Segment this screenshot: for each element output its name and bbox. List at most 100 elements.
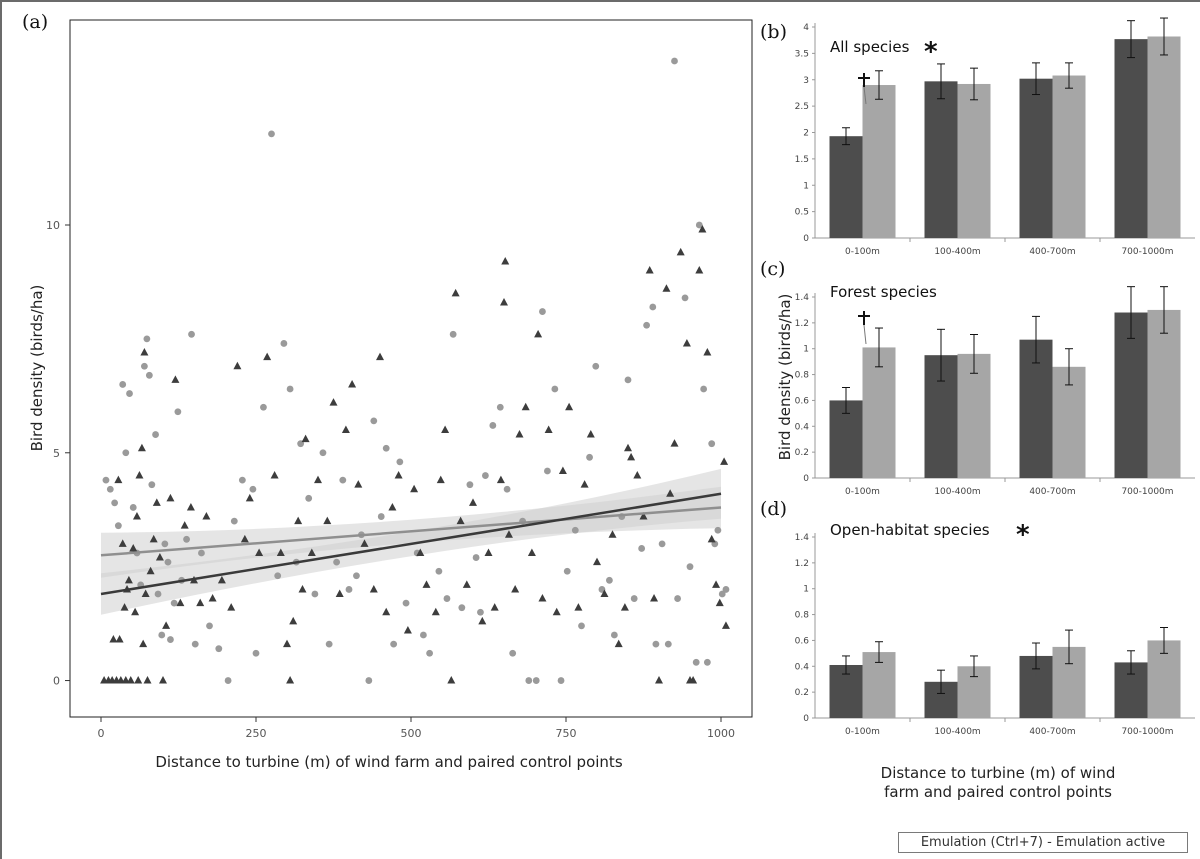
wind-farm-point — [149, 534, 158, 543]
emulation-status-bar[interactable]: Emulation (Ctrl+7) - Emulation active — [898, 832, 1188, 853]
wind-farm-point — [608, 530, 617, 538]
bar-panel-open-habitat-species: (d) Open-habitat species * 0 0.2 0.4 0.6 0.8… — [760, 498, 1195, 801]
bar-x-axis-title: Distance to turbine (m) of wind farm and… — [880, 764, 1116, 801]
bar-y-tick-label: 1 — [803, 181, 809, 191]
wind-farm-bar — [1114, 39, 1148, 238]
bar-y-tick-label: 1 — [803, 345, 809, 355]
bar-category-label: 700-1000m — [1121, 487, 1173, 497]
significance-asterisk-all-species: * — [924, 37, 938, 67]
control-point — [286, 385, 294, 393]
wind-farm-point — [314, 475, 322, 484]
control-point — [624, 376, 632, 384]
scatter-x-tick-label: 1000 — [707, 727, 735, 740]
control-point — [206, 622, 213, 630]
scatter-panel: (a) 0 250 500 750 1000 0 5 10 Distance to turb… — [22, 11, 753, 771]
bar-y-tick-label: 1.4 — [795, 293, 810, 303]
wind-farm-point — [307, 548, 316, 556]
scatter-y-axis-title: Bird density (birds/ha) — [28, 285, 46, 452]
wind-farm-point — [504, 530, 513, 538]
wind-farm-point — [140, 348, 149, 356]
wind-farm-point — [159, 676, 167, 684]
wind-farm-point — [645, 266, 654, 274]
wind-farm-point — [233, 361, 242, 370]
control-point — [191, 640, 199, 648]
wind-farm-point — [447, 676, 456, 684]
bar-y-tick-label: 0.5 — [795, 208, 809, 218]
control-point — [188, 330, 195, 338]
control-point — [671, 57, 678, 65]
bar-y-tick-label: 0.4 — [795, 422, 810, 432]
wind-farm-point — [695, 266, 704, 274]
wind-farm-bar — [924, 81, 958, 239]
wind-farm-point — [614, 639, 623, 648]
wind-farm-point — [469, 498, 477, 506]
control-point — [449, 330, 457, 338]
bar-y-tick-label: 1.2 — [795, 559, 809, 569]
bar-y-tick-label: 0.6 — [795, 396, 810, 406]
control-point — [129, 504, 137, 511]
control-point — [167, 636, 174, 643]
wind-farm-point — [565, 402, 574, 411]
wind-farm-point — [276, 548, 285, 556]
control-point — [145, 371, 153, 379]
bar-y-tick-label: 1.4 — [795, 533, 810, 543]
wind-farm-point — [115, 635, 124, 643]
control-bar — [957, 353, 991, 478]
panel-letter-c: (c) — [760, 258, 785, 280]
control-point — [238, 476, 246, 484]
control-point — [396, 458, 404, 466]
bar-y-tick-label: 0 — [803, 474, 809, 484]
control-point — [141, 362, 148, 370]
significance-asterisk-open-habitat: * — [1016, 520, 1030, 550]
wind-farm-point — [703, 348, 712, 356]
wind-farm-point — [676, 247, 685, 256]
wind-farm-point — [329, 398, 338, 406]
panel-letter-d: (d) — [760, 498, 787, 520]
bar-y-tick-label: 1 — [803, 585, 809, 595]
bar-y-tick-label: 0.2 — [795, 448, 809, 458]
control-point — [382, 444, 390, 452]
control-point — [174, 408, 182, 416]
wind-farm-point — [689, 676, 698, 684]
scatter-y-tick-label: 5 — [53, 447, 60, 460]
control-point — [311, 590, 319, 598]
wind-farm-point — [270, 471, 279, 479]
wind-farm-point — [134, 676, 143, 684]
wind-farm-point — [394, 471, 403, 479]
bar-category-label: 0-100m — [845, 487, 880, 497]
control-point — [638, 545, 646, 552]
bar-category-label: 400-700m — [1029, 727, 1075, 737]
bar-x-axis-title-wrap: Distance to turbine (m) of wind farm and… — [880, 764, 1116, 801]
control-point — [319, 449, 327, 457]
control-fit-line — [100, 506, 722, 557]
wind-farm-point — [283, 639, 291, 648]
wind-farm-point — [538, 594, 547, 602]
bar-category-label: 400-700m — [1029, 487, 1075, 497]
control-point — [274, 572, 282, 580]
wind-farm-point — [166, 493, 175, 502]
control-point — [674, 595, 681, 602]
control-point — [260, 403, 267, 411]
bar-category-label: 100-400m — [934, 727, 980, 737]
control-point — [154, 590, 162, 598]
bar-category-label: 400-700m — [1029, 247, 1075, 257]
control-point — [551, 385, 559, 393]
wind-farm-point — [633, 471, 642, 479]
control-point — [496, 403, 504, 411]
control-point — [586, 453, 593, 461]
wind-farm-point — [436, 475, 445, 484]
control-point — [252, 649, 260, 657]
wind-farm-point — [712, 580, 721, 588]
scatter-x-tick-label: 500 — [401, 727, 422, 740]
wind-farm-point — [341, 425, 350, 433]
wind-farm-point — [410, 484, 419, 493]
wind-farm-point — [574, 603, 583, 611]
control-point — [143, 335, 151, 343]
wind-farm-point — [120, 603, 129, 611]
wind-farm-point — [496, 475, 505, 484]
control-point — [539, 308, 546, 315]
wind-farm-bar — [1019, 78, 1053, 238]
wind-farm-point — [240, 534, 249, 543]
control-point — [472, 554, 480, 561]
bar-y-tick-label: 3 — [803, 76, 809, 86]
